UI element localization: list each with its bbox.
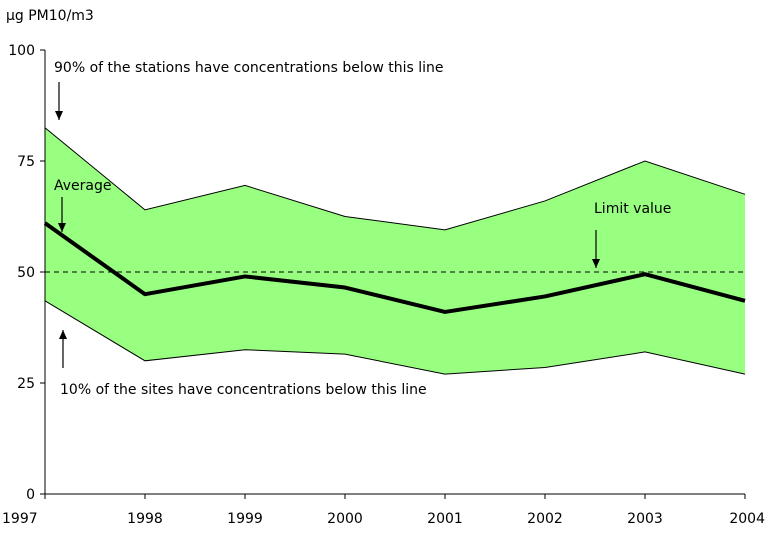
y-tick-label: 25 — [17, 376, 35, 392]
y-tick-label: 100 — [8, 43, 35, 59]
series-line-p10 — [44, 300, 746, 375]
axis-layer: 0 25 50 75 100 1997 1998 1999 2000 2001 2002 2003 20… — [2, 43, 765, 527]
annotation-p10: 10% of the sites have concentrations bel… — [60, 382, 427, 398]
percentile-band-layer — [45, 127, 745, 375]
x-tick-label: 1997 — [2, 511, 38, 527]
x-tick-label: 2000 — [327, 511, 363, 527]
x-tick-label: 2001 — [427, 511, 463, 527]
annotation-average: Average — [54, 178, 112, 194]
series-line-average — [43, 221, 746, 314]
x-tick-label: 1999 — [227, 511, 263, 527]
arrow-p10-head — [59, 330, 67, 339]
arrow-p90 — [55, 82, 63, 120]
x-tick-label: 2004 — [729, 511, 765, 527]
line-layer — [43, 127, 746, 375]
x-tick-label: 2003 — [627, 511, 663, 527]
arrow-limit-head — [592, 259, 600, 268]
arrow-p90-head — [55, 111, 63, 120]
arrow-average-head — [58, 223, 66, 232]
annotation-limit: Limit value — [594, 201, 671, 217]
arrow-average — [58, 197, 66, 232]
y-tick-label: 75 — [17, 154, 35, 170]
y-axis-unit-label: µg PM10/m3 — [6, 8, 94, 24]
y-tick-label: 0 — [26, 487, 35, 503]
arrow-p10 — [59, 330, 67, 368]
x-tick-label: 2002 — [527, 511, 563, 527]
series-line-p90 — [44, 127, 746, 231]
y-tick-label: 50 — [17, 265, 35, 281]
percentile-band — [45, 127, 745, 375]
annotation-layer: µg PM10/m3 90% of the stations have conc… — [6, 8, 671, 398]
x-tick-label: 1998 — [127, 511, 163, 527]
annotation-p90: 90% of the stations have concentrations … — [54, 60, 443, 76]
arrow-limit — [592, 230, 600, 268]
